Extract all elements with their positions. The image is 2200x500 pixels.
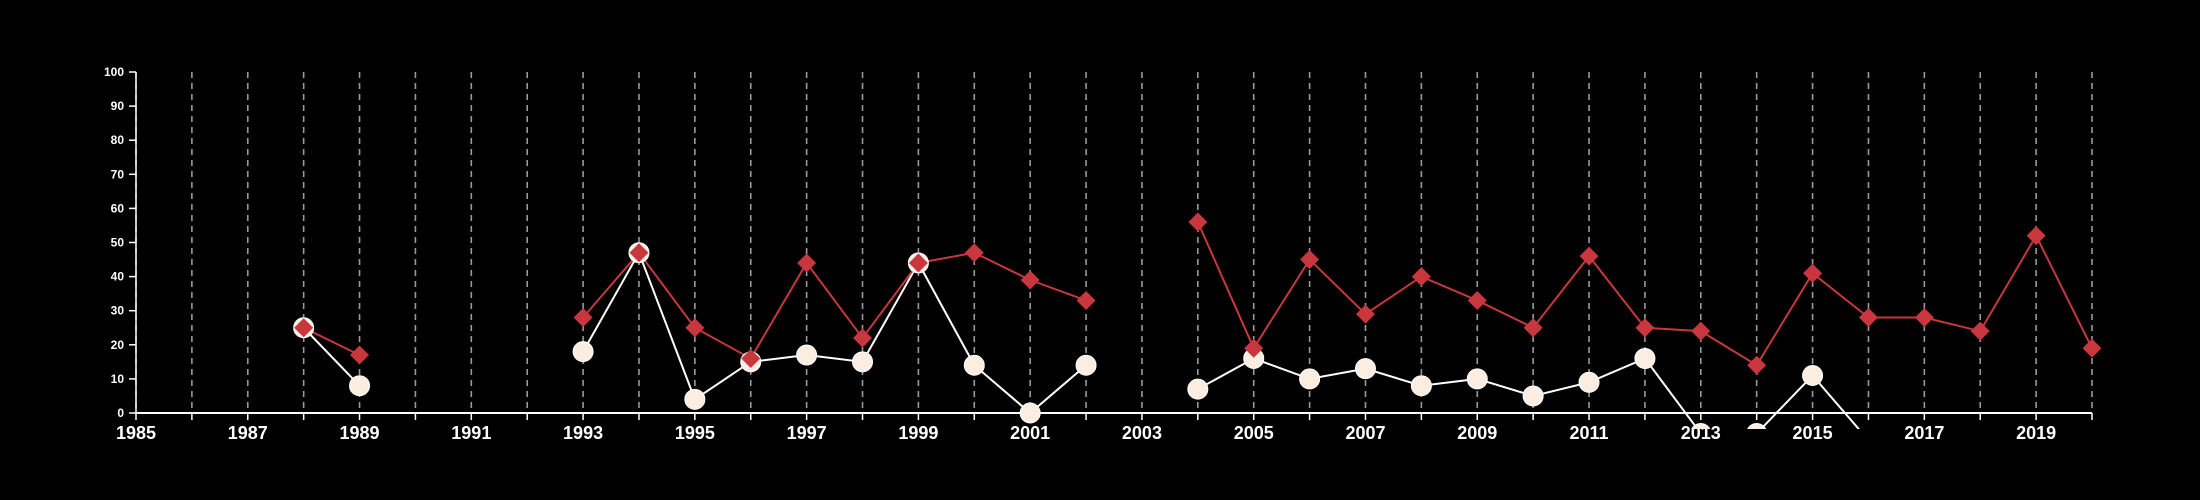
x-tick-label-1991: 1991 <box>451 423 491 443</box>
diamond-point-2007 <box>1355 304 1375 324</box>
series-layer <box>293 212 2102 450</box>
diamond-point-2001 <box>1020 270 1040 290</box>
circle-point-2004 <box>1187 378 1209 400</box>
x-tick-label-2007: 2007 <box>1345 423 1385 443</box>
x-tick-label-2005: 2005 <box>1234 423 1274 443</box>
circle-point-2011 <box>1578 371 1600 393</box>
x-tick-label-1987: 1987 <box>228 423 268 443</box>
diamond-point-2017 <box>1914 308 1934 328</box>
y-tick-label-80: 80 <box>111 133 125 147</box>
circle-point-2007 <box>1354 358 1376 380</box>
diamond-point-2010 <box>1523 318 1543 338</box>
diamond-point-1999 <box>908 253 928 273</box>
y-tick-label-40: 40 <box>111 270 125 284</box>
diamond-point-2002 <box>1076 290 1096 310</box>
x-tick-label-1985: 1985 <box>116 423 156 443</box>
circle-point-2016 <box>1858 430 1878 450</box>
diamond-point-1995 <box>685 318 705 338</box>
diamond-point-2009 <box>1467 290 1487 310</box>
diamond-point-2015 <box>1803 263 1823 283</box>
diamond-point-1996 <box>741 348 761 368</box>
circle-point-2002 <box>1075 354 1097 376</box>
y-tick-label-70: 70 <box>111 167 125 181</box>
diamond-point-2013 <box>1691 321 1711 341</box>
circle-point-1997 <box>796 344 818 366</box>
y-tick-label-60: 60 <box>111 201 125 215</box>
circle-point-2015 <box>1802 364 1824 386</box>
circle-point-1995 <box>684 388 706 410</box>
y-tick-label-90: 90 <box>111 99 125 113</box>
diamond-point-2000 <box>964 243 984 263</box>
circle-point-2008 <box>1410 375 1432 397</box>
circle-point-2013 <box>1691 422 1711 429</box>
diamond-point-1994 <box>629 243 649 263</box>
circle-point-1998 <box>852 351 874 373</box>
diamond-point-2019 <box>2026 226 2046 246</box>
diamond-point-2011 <box>1579 246 1599 266</box>
y-tick-label-20: 20 <box>111 338 125 352</box>
diamond-point-1997 <box>797 253 817 273</box>
y-tick-label-30: 30 <box>111 304 125 318</box>
circle-point-2006 <box>1299 368 1321 390</box>
circle-point-2009 <box>1466 368 1488 390</box>
diamond-point-2020 <box>2082 338 2102 358</box>
circle-point-1993 <box>572 341 594 363</box>
x-tick-label-1995: 1995 <box>675 423 715 443</box>
series-circle-line-0 <box>302 327 361 387</box>
x-tick-label-2003: 2003 <box>1122 423 1162 443</box>
circle-point-2000 <box>963 354 985 376</box>
series-circle-line-1 <box>582 250 1087 415</box>
x-tick-label-1997: 1997 <box>787 423 827 443</box>
x-tick-label-2011: 2011 <box>1569 423 1608 443</box>
x-tick-label-2001: 2001 <box>1010 423 1050 443</box>
x-tick-label-2013: 2013 <box>1681 423 1721 443</box>
y-tick-label-0: 0 <box>117 406 124 420</box>
grid-lines <box>135 72 2093 413</box>
diamond-point-2008 <box>1411 267 1431 287</box>
diamond-point-2004 <box>1188 212 1208 232</box>
circle-point-2001 <box>1019 402 1041 424</box>
series-diamond-line-1 <box>582 251 1087 360</box>
x-tick-label-1989: 1989 <box>340 423 380 443</box>
circle-point-2014 <box>1747 422 1767 429</box>
x-tick-label-2019: 2019 <box>2016 423 2056 443</box>
y-tick-label-50: 50 <box>111 236 125 250</box>
diamond-point-2006 <box>1300 250 1320 270</box>
x-tick-label-1993: 1993 <box>563 423 603 443</box>
y-tick-label-10: 10 <box>111 372 125 386</box>
diamond-point-2016 <box>1858 308 1878 328</box>
x-tick-label-2015: 2015 <box>1793 423 1833 443</box>
diamond-point-1988 <box>294 318 314 338</box>
diamond-point-2018 <box>1970 321 1990 341</box>
diamond-point-2005 <box>1244 338 1264 358</box>
x-tick-label-1999: 1999 <box>898 423 938 443</box>
diamond-point-1989 <box>350 345 370 365</box>
diamond-point-2014 <box>1747 355 1767 375</box>
circle-point-1989 <box>349 375 371 397</box>
diamond-point-2012 <box>1635 318 1655 338</box>
diamond-point-1998 <box>853 328 873 348</box>
y-tick-label-100: 100 <box>104 65 124 79</box>
x-tick-label-2017: 2017 <box>1904 423 1944 443</box>
diamond-point-1993 <box>573 308 593 328</box>
x-tick-label-2009: 2009 <box>1457 423 1497 443</box>
circle-point-2010 <box>1522 385 1544 407</box>
circle-point-2012 <box>1634 347 1656 369</box>
axes: 0 10 20 30 40 50 60 70 80 90 100 1985 1987 1989 1991 19… <box>104 65 2093 443</box>
